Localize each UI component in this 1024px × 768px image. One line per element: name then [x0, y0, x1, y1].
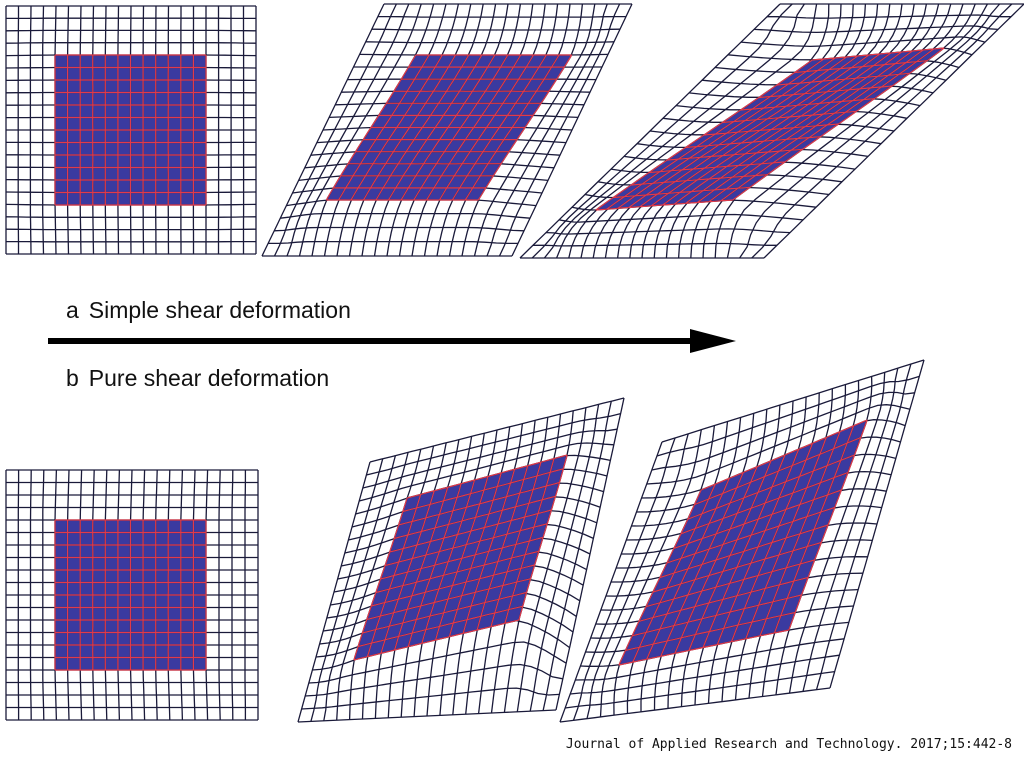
grid-line-vertical: [511, 3, 633, 257]
grid-line-horizontal: [305, 663, 563, 697]
inner-grid-line-horizontal: [595, 199, 733, 211]
grid-line-vertical: [529, 404, 600, 712]
inner-grid-line-horizontal: [631, 174, 768, 186]
pure-shear-caption: b Pure shear deformation: [66, 365, 329, 392]
grid-line-horizontal: [371, 28, 621, 31]
caption-letter-a: a: [66, 297, 79, 323]
inner-grid-line-horizontal: [613, 186, 750, 199]
grid-line-horizontal: [570, 654, 840, 695]
inner-region-fill: [618, 420, 868, 665]
simple-shear-caption: a Simple shear deformation: [66, 297, 351, 324]
grid-line-horizontal: [5, 216, 257, 218]
grid-line-horizontal: [740, 36, 986, 48]
grid-line-horizontal: [533, 242, 777, 247]
grid-line-vertical: [516, 407, 587, 712]
inner-grid-line-vertical: [788, 419, 868, 631]
grid-line-horizontal: [365, 41, 615, 44]
pure-shear-intermediate-grid: [297, 397, 625, 723]
grid-line-vertical: [802, 368, 899, 692]
simple-shear-final-grid: [519, 3, 1024, 259]
inner-grid-line-vertical: [504, 458, 555, 624]
grid-line-vertical: [829, 359, 925, 689]
grid-line-vertical: [788, 372, 886, 694]
grid-line-vertical: [498, 3, 621, 257]
source-citation: Journal of Applied Research and Technolo…: [565, 737, 1012, 752]
grid-line-horizontal: [280, 212, 531, 219]
grid-line-vertical: [218, 469, 221, 721]
arrow-head-icon: [690, 329, 736, 353]
inner-grid-line-vertical: [732, 47, 945, 201]
grid-line-vertical: [542, 401, 612, 711]
grid-line-vertical: [815, 363, 912, 690]
grid-line-horizontal: [377, 15, 626, 18]
grid-line-horizontal: [558, 213, 804, 223]
inner-grid-line-horizontal: [618, 629, 790, 666]
grid-line-horizontal: [565, 670, 835, 709]
grid-line-horizontal: [301, 687, 560, 710]
grid-line-horizontal: [559, 687, 831, 723]
simple-shear-initial-grid: [5, 5, 257, 255]
inner-grid-line-horizontal: [357, 605, 523, 648]
inner-grid-line-vertical: [720, 48, 935, 202]
grid-line-horizontal: [268, 240, 518, 245]
grid-line-horizontal: [575, 638, 845, 681]
inner-grid-line-horizontal: [632, 594, 802, 637]
grid-line-horizontal: [308, 641, 567, 684]
grid-line-vertical: [751, 3, 1013, 259]
deformation-arrow: [48, 329, 736, 353]
grid-line-horizontal: [297, 709, 557, 723]
pure-shear-initial-grid: [5, 469, 259, 721]
grid-line-horizontal: [274, 226, 525, 232]
grid-line-vertical: [726, 3, 988, 259]
inner-grid-line-horizontal: [362, 591, 527, 634]
inner-grid-line-vertical: [477, 54, 573, 201]
inner-grid-line-vertical: [464, 54, 560, 201]
grid-line-horizontal: [545, 228, 791, 235]
grid-line-vertical: [231, 469, 234, 721]
simple-shear-intermediate-grid: [261, 3, 633, 257]
grid-line-vertical: [486, 3, 608, 257]
grid-line-vertical: [555, 397, 625, 711]
caption-label-a: Simple shear deformation: [88, 297, 351, 323]
pure-shear-final-grid: [559, 359, 925, 723]
inner-grid-line-vertical: [773, 425, 855, 634]
caption-letter-b: b: [66, 365, 79, 391]
grid-line-vertical: [739, 3, 1001, 259]
caption-label-b: Pure shear deformation: [88, 365, 330, 391]
grid-line-vertical: [473, 3, 596, 257]
inner-grid-line-horizontal: [625, 611, 796, 651]
inner-grid-line-vertical: [518, 454, 568, 621]
inner-grid-line-horizontal: [353, 619, 520, 661]
grid-line-horizontal: [286, 199, 537, 207]
grid-line-vertical: [763, 3, 1024, 259]
